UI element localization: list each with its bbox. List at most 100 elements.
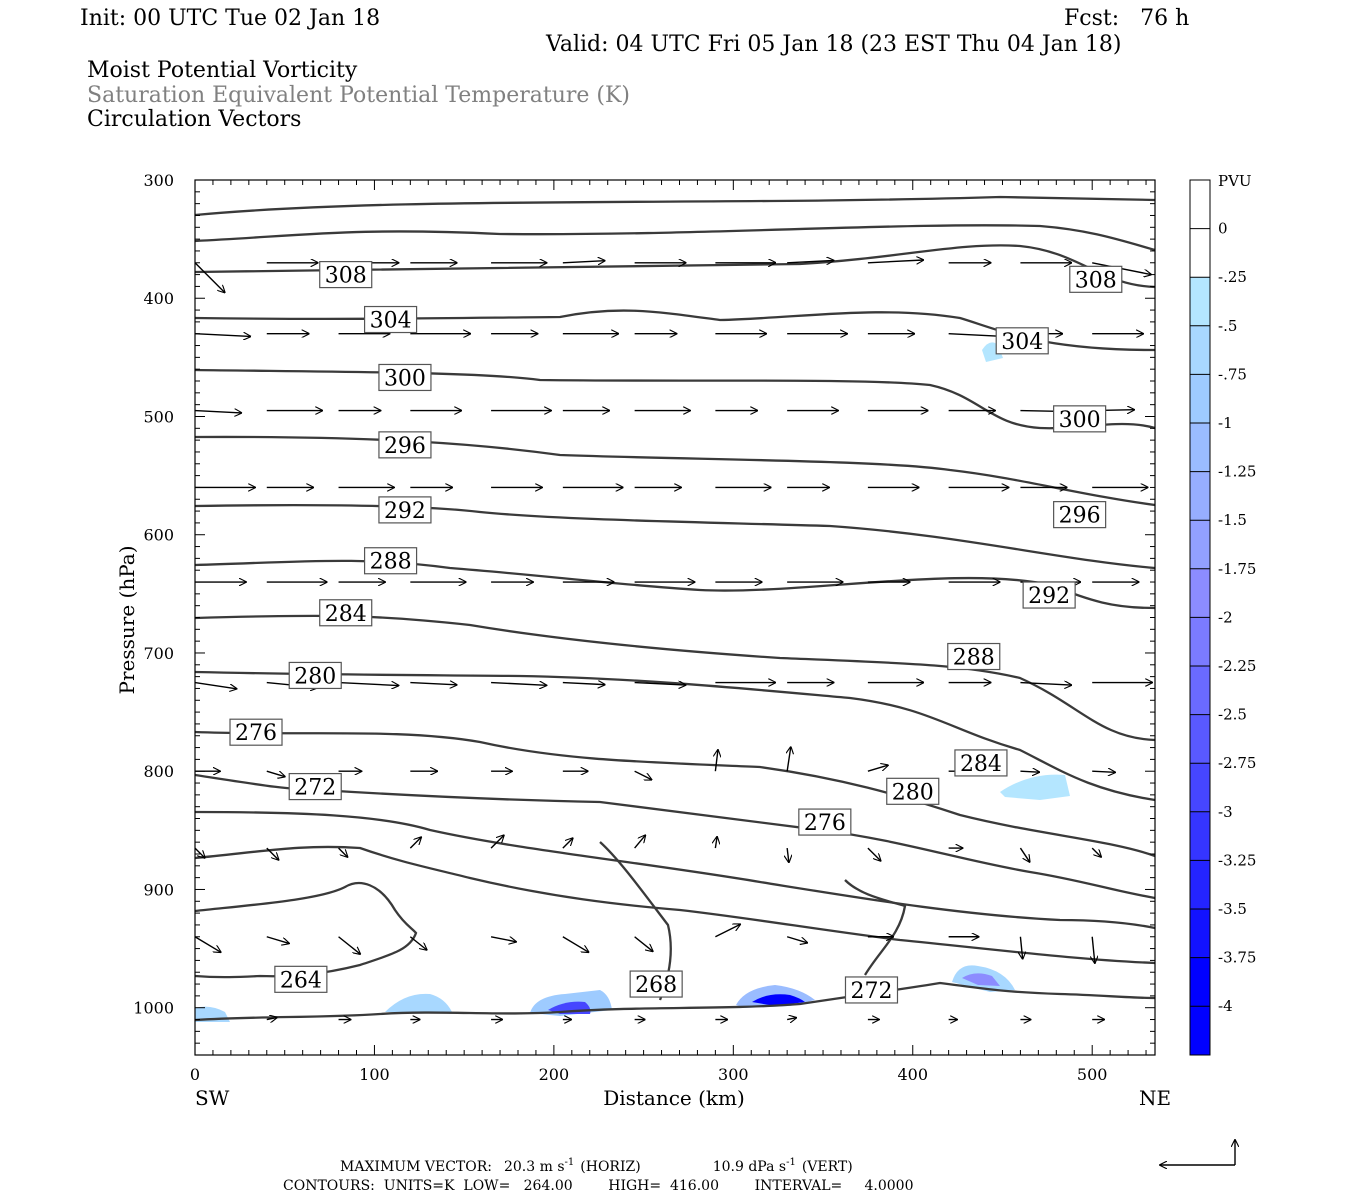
circulation-vector: [1092, 771, 1115, 772]
colorbar-swatch: [1190, 325, 1210, 375]
contour-label: 272: [288, 772, 342, 801]
contour-label: 304: [995, 327, 1049, 355]
contour-line: [195, 670, 1155, 802]
x-axis-ne-label: NE: [1139, 1086, 1171, 1110]
contour-label-box: [995, 327, 1049, 355]
contour-label-box: [363, 547, 418, 575]
contour-label-box: [378, 431, 432, 459]
contour-label: 264: [274, 965, 328, 993]
contour-line: [195, 224, 1155, 252]
colorbar-level-label: -2.5: [1218, 706, 1247, 724]
valid-time: Valid: 04 UTC Fri 05 Jan 18 (23 EST Thu …: [545, 32, 1122, 57]
contour-label-text: 276: [804, 811, 846, 836]
contour-label: 304: [363, 305, 418, 334]
contour-line: [195, 435, 1155, 507]
circulation-vector: [948, 334, 1004, 337]
x-tick-label: 0: [190, 1065, 200, 1084]
contours-info: CONTOURS: UNITS=K LOW= 264.00 HIGH= 416.…: [283, 1178, 914, 1194]
colorbar-level-label: -3.25: [1218, 851, 1256, 869]
axis-ticks: [194, 179, 1155, 1056]
colorbar-level-label: -3.5: [1218, 900, 1247, 918]
circulation-vector: [195, 847, 205, 858]
circulation-vector: [715, 837, 717, 849]
colorbar-level-label: -1.75: [1218, 560, 1256, 578]
circulation-vector: [338, 683, 399, 686]
contour-label-text: 272: [294, 776, 336, 801]
colorbar-swatch: [1190, 714, 1210, 764]
init-time: Init: 00 UTC Tue 02 Jan 18: [80, 6, 380, 31]
x-tick-label: 200: [539, 1065, 570, 1084]
colorbar-swatch: [1190, 957, 1210, 1007]
contour-label-box: [1053, 501, 1107, 529]
contour-label-text: 280: [892, 780, 934, 805]
colorbar-level-label: -2.25: [1218, 657, 1256, 675]
x-tick-label: 100: [359, 1065, 390, 1084]
contour-label-text: 296: [1059, 504, 1101, 529]
x-tick-labels: 0 100 200 300 400 500: [190, 1065, 1108, 1084]
y-tick-label: 700: [143, 644, 174, 663]
reference-vector-icon: [1160, 1140, 1235, 1165]
circulation-vector: [1020, 936, 1022, 959]
contour-label-text: 288: [953, 646, 995, 671]
circulation-vector: [867, 260, 923, 263]
circulation-vector: [409, 936, 426, 950]
contour-label: 292: [1022, 581, 1076, 609]
x-tick-label: 300: [718, 1065, 749, 1084]
y-tick-label: 800: [143, 762, 174, 781]
colorbar-level-label: 0: [1218, 220, 1228, 238]
contour-label: 280: [288, 661, 342, 689]
circulation-vector: [491, 683, 546, 686]
y-axis-label: Pressure (hPa): [115, 546, 139, 695]
contour-line: [195, 614, 1155, 742]
circulation-vector: [1020, 683, 1071, 686]
contour-label-box: [288, 772, 342, 801]
circulation-vector: [490, 835, 504, 849]
colorbar-unit: PVU: [1218, 172, 1252, 190]
contour-label-text: 308: [325, 264, 367, 289]
contour-label-box: [229, 718, 283, 746]
colorbar-swatch: [1190, 471, 1210, 521]
contour-line: [195, 368, 1155, 430]
circulation-vector: [1091, 847, 1101, 857]
circulation-vector: [634, 835, 646, 849]
circulation-vector: [562, 936, 589, 952]
contour-label-box: [319, 599, 373, 627]
contour-label: 296: [1053, 501, 1107, 529]
circulation-vector: [195, 681, 237, 689]
colorbar-level-label: -1.5: [1218, 511, 1247, 529]
colorbar-level-label: -1.25: [1218, 463, 1256, 481]
contour-label: 288: [947, 642, 1001, 671]
circulation-vector: [634, 936, 653, 952]
field-title-vectors: Circulation Vectors: [87, 107, 301, 132]
contour-label-text: 292: [384, 499, 426, 524]
y-tick-label: 1000: [133, 999, 174, 1018]
contour-label-text: 292: [1028, 584, 1070, 609]
circulation-vector: [338, 936, 361, 954]
contour-label-box: [947, 642, 1001, 671]
circulation-vector: [195, 411, 241, 413]
contour-label-text: 300: [384, 366, 426, 391]
contour-label-box: [886, 777, 940, 805]
contour-label-box: [378, 496, 432, 524]
circulation-vector: [786, 936, 807, 943]
contour-label-text: 308: [1075, 268, 1117, 293]
circulation-vector: [195, 936, 221, 952]
mpv-blob-sfc-2: [385, 993, 452, 1012]
contour-line: [195, 981, 1155, 1022]
circulation-vector: [787, 260, 833, 262]
contour-label: 284: [954, 749, 1008, 777]
x-tick-label: 500: [1077, 1065, 1108, 1084]
y-tick-label: 900: [143, 880, 174, 899]
contour-line: [195, 730, 1155, 858]
contour-label: 296: [378, 431, 432, 459]
circulation-vector: [562, 838, 573, 849]
circulation-vector: [787, 847, 789, 862]
circulation-vector: [195, 334, 250, 337]
colorbar-level-label: -2.75: [1218, 754, 1256, 772]
contour-label-text: 284: [960, 752, 1002, 777]
y-tick-label: 300: [143, 171, 174, 190]
field-title-mpv: Moist Potential Vorticity: [87, 58, 358, 83]
colorbar-level-label: -.5: [1218, 317, 1237, 335]
contour-label-text: 296: [384, 434, 426, 459]
